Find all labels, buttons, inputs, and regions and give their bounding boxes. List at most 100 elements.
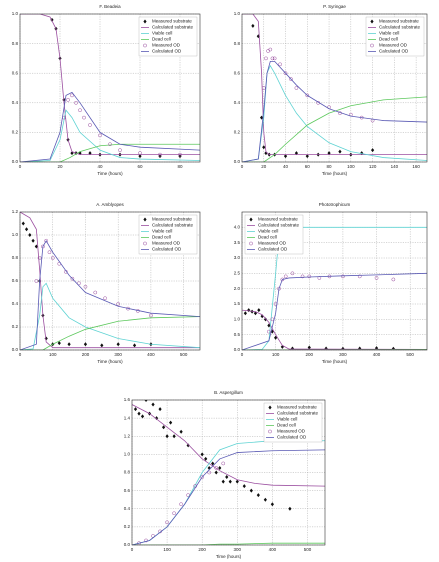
chart-panel: B. Aspergillum Time (hours) 0 100 200 300 400 5… (124, 390, 326, 559)
data-point (300, 274, 305, 279)
series-line (20, 212, 200, 349)
data-point (37, 256, 42, 260)
x-axis-label: Time (hours) (97, 171, 123, 176)
y-tick-label: 0.8 (234, 41, 241, 46)
data-point (289, 77, 293, 81)
data-point (138, 151, 142, 155)
data-point (242, 484, 246, 489)
data-point (200, 475, 205, 479)
x-tick-label: 60 (305, 164, 311, 169)
chart-title: A. Amblyopes (96, 202, 124, 207)
x-tick-label: 200 (198, 547, 206, 552)
x-tick-label: 160 (412, 164, 420, 169)
legend-label: Dead cell (379, 37, 398, 42)
data-point (374, 276, 379, 280)
data-point (341, 274, 345, 279)
x-axis-label: Time (hours) (322, 359, 348, 364)
y-tick-label: 1.4 (124, 415, 131, 420)
legend-label: Measured OD (379, 43, 408, 48)
x-tick-label: 0 (19, 352, 22, 357)
legend-label: Measured substrate (277, 405, 317, 410)
data-point (305, 154, 309, 159)
y-tick-label: 0.8 (12, 41, 19, 46)
y-tick-label: 1.2 (12, 209, 19, 214)
data-point (70, 93, 74, 98)
data-point (251, 23, 255, 28)
data-point (274, 335, 278, 340)
data-point (283, 274, 288, 279)
x-tick-label: 0 (19, 164, 22, 169)
y-tick-label: 0.0 (124, 542, 131, 547)
data-point (272, 56, 277, 61)
y-tick-label: 1.0 (12, 232, 19, 237)
data-point (140, 414, 145, 419)
y-tick-label: 1.0 (234, 317, 241, 322)
legend-label: Measured OD (258, 241, 287, 246)
data-point (161, 425, 166, 430)
data-point (165, 520, 169, 525)
series-line (132, 440, 325, 545)
x-tick-label: 40 (97, 164, 103, 169)
y-tick-label: 0.2 (234, 130, 241, 135)
data-point (103, 296, 107, 301)
y-tick-label: 1.0 (124, 452, 131, 457)
data-point (270, 329, 274, 334)
data-point (257, 308, 261, 313)
x-tick-label: 0 (241, 352, 244, 357)
data-point (327, 151, 331, 156)
data-point (77, 281, 81, 286)
x-tick-label: 100 (49, 352, 57, 357)
data-point (256, 493, 260, 498)
x-tick-label: 100 (347, 164, 355, 169)
y-tick-label: 0.6 (124, 488, 131, 493)
data-point (263, 497, 267, 502)
data-point (247, 308, 251, 313)
legend-label: Dead cell (152, 235, 171, 240)
y-tick-label: 0.5 (234, 332, 241, 337)
series-line (242, 64, 427, 162)
legend-label: Measured substrate (152, 217, 192, 222)
data-point (88, 123, 92, 127)
data-point (47, 250, 52, 255)
data-point (360, 151, 364, 156)
legend-box (138, 16, 198, 57)
data-point (137, 411, 141, 416)
data-point (218, 465, 222, 470)
legend-marker (143, 19, 147, 24)
x-tick-label: 500 (304, 547, 312, 552)
data-point (154, 416, 159, 421)
legend-label: Viable cell (258, 229, 278, 234)
y-tick-label: 0.4 (12, 301, 19, 306)
data-point (270, 56, 275, 61)
x-tick-label: 40 (283, 164, 289, 169)
data-point (256, 34, 260, 39)
data-point (186, 443, 190, 448)
legend-marker (249, 217, 253, 222)
data-point (290, 271, 295, 276)
data-point (259, 115, 264, 120)
data-point (307, 345, 311, 350)
y-tick-label: 3.0 (234, 255, 241, 260)
data-point (268, 47, 273, 52)
x-tick-label: 60 (137, 164, 143, 169)
data-point (82, 115, 86, 120)
data-point (144, 538, 148, 543)
data-point (178, 152, 182, 157)
legend-marker (268, 405, 272, 410)
legend-label: Measured substrate (379, 19, 419, 24)
data-point (221, 461, 226, 466)
y-tick-label: 2.5 (234, 271, 241, 276)
data-point (108, 142, 112, 147)
chart-title: B. Aspergillum (214, 390, 243, 395)
data-point (98, 133, 102, 138)
legend-marker (268, 429, 272, 434)
data-point (370, 148, 375, 153)
data-point (263, 317, 268, 322)
data-point (138, 154, 142, 159)
y-tick-label: 1.5 (234, 301, 241, 306)
y-tick-label: 2.0 (234, 286, 241, 291)
data-point (264, 151, 268, 156)
series-line (20, 109, 200, 162)
series-line (132, 542, 325, 545)
